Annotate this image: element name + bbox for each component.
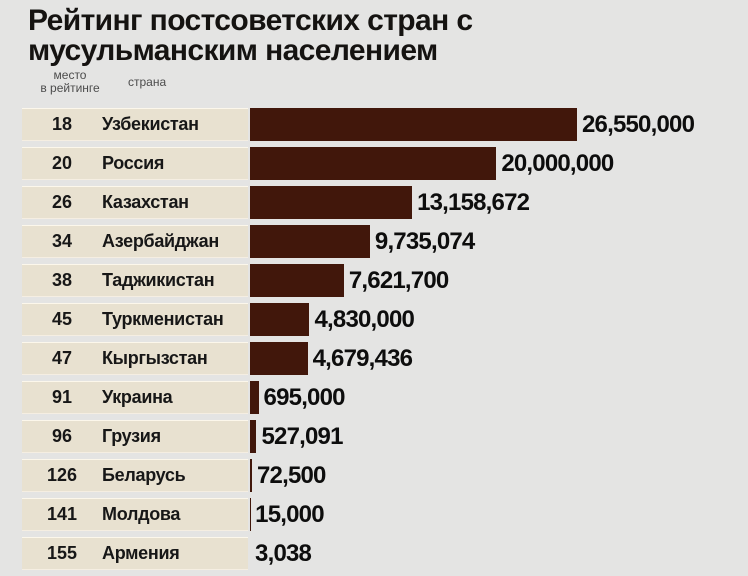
chart-title-line-1: Рейтинг постсоветских стран с: [28, 4, 473, 37]
value-bar: [250, 303, 310, 336]
value-label: 26,550,000: [582, 110, 695, 138]
chart-rows: 18 Узбекистан 26,550,000 20 Россия 20,00…: [22, 108, 748, 576]
rank-cell: 34: [51, 231, 73, 251]
row-label-cell: 45 Туркменистан: [22, 303, 248, 336]
value-bar: [250, 420, 257, 453]
table-row: 155 Армения 3,038: [22, 537, 748, 570]
rank-cell: 155: [46, 543, 78, 563]
table-row: 141 Молдова 15,000: [22, 498, 748, 531]
rank-cell: 45: [51, 309, 73, 329]
row-label-cell: 18 Узбекистан: [22, 108, 248, 141]
chart-title: Рейтинг постсоветских стран с мусульманск…: [28, 4, 473, 67]
country-label: Таджикистан: [102, 270, 215, 290]
table-row: 34 Азербайджан 9,735,074: [22, 225, 748, 258]
rank-cell: 91: [51, 387, 73, 407]
bar-area: 4,679,436: [248, 342, 748, 375]
row-label-cell: 141 Молдова: [22, 498, 248, 531]
country-label: Кыргызстан: [102, 348, 208, 368]
rank-header-line-1: место: [53, 68, 87, 82]
chart-title-line-2: мусульманским населением: [28, 34, 438, 67]
table-row: 20 Россия 20,000,000: [22, 147, 748, 180]
row-label-cell: 96 Грузия: [22, 420, 248, 453]
rank-cell: 18: [51, 114, 73, 134]
value-bar: [250, 342, 308, 375]
value-label: 20,000,000: [501, 149, 614, 177]
bar-area: 20,000,000: [248, 147, 748, 180]
row-label-cell: 20 Россия: [22, 147, 248, 180]
country-label: Россия: [102, 153, 165, 173]
table-row: 91 Украина 695,000: [22, 381, 748, 414]
table-row: 126 Беларусь 72,500: [22, 459, 748, 492]
value-bar: [250, 381, 259, 414]
value-bar: [250, 459, 252, 492]
table-row: 45 Туркменистан 4,830,000: [22, 303, 748, 336]
bar-area: 15,000: [248, 498, 748, 531]
value-label: 695,000: [263, 383, 346, 411]
country-label: Грузия: [102, 426, 161, 446]
country-label: Армения: [102, 543, 180, 563]
table-row: 38 Таджикистан 7,621,700: [22, 264, 748, 297]
rank-cell: 126: [46, 465, 78, 485]
country-label: Туркменистан: [102, 309, 224, 329]
rank-column-header: место в рейтинге: [28, 69, 112, 95]
rank-cell: 141: [46, 504, 78, 524]
country-label: Азербайджан: [102, 231, 219, 251]
value-label: 15,000: [255, 500, 324, 528]
bar-area: 26,550,000: [248, 108, 748, 141]
bar-area: 527,091: [248, 420, 748, 453]
bar-area: 3,038: [248, 537, 748, 570]
value-bar: [250, 186, 413, 219]
value-bar: [250, 147, 497, 180]
rank-header-line-2: в рейтинге: [40, 81, 100, 95]
rank-cell: 96: [51, 426, 73, 446]
country-label: Украина: [102, 387, 173, 407]
row-label-cell: 91 Украина: [22, 381, 248, 414]
value-label: 3,038: [255, 539, 312, 567]
value-label: 7,621,700: [348, 266, 449, 294]
table-row: 47 Кыргызстан 4,679,436: [22, 342, 748, 375]
country-label: Узбекистан: [102, 114, 199, 134]
value-label: 9,735,074: [374, 227, 475, 255]
row-label-cell: 126 Беларусь: [22, 459, 248, 492]
table-row: 96 Грузия 527,091: [22, 420, 748, 453]
rank-cell: 20: [51, 153, 73, 173]
table-row: 26 Казахстан 13,158,672: [22, 186, 748, 219]
bar-area: 13,158,672: [248, 186, 748, 219]
value-bar: [250, 264, 344, 297]
row-label-cell: 155 Армения: [22, 537, 248, 570]
rank-cell: 38: [51, 270, 73, 290]
value-label: 4,830,000: [314, 305, 415, 333]
rank-cell: 47: [51, 348, 73, 368]
value-label: 527,091: [261, 422, 343, 450]
row-label-cell: 26 Казахстан: [22, 186, 248, 219]
value-bar: [250, 108, 577, 141]
table-row: 18 Узбекистан 26,550,000: [22, 108, 748, 141]
value-label: 72,500: [257, 461, 326, 489]
country-label: Казахстан: [102, 192, 189, 212]
row-label-cell: 38 Таджикистан: [22, 264, 248, 297]
bar-area: 72,500: [248, 459, 748, 492]
bar-area: 7,621,700: [248, 264, 748, 297]
bar-area: 695,000: [248, 381, 748, 414]
row-label-cell: 47 Кыргызстан: [22, 342, 248, 375]
bar-area: 4,830,000: [248, 303, 748, 336]
country-column-header: страна: [128, 75, 167, 89]
rank-cell: 26: [51, 192, 73, 212]
value-label: 13,158,672: [417, 188, 530, 216]
value-bar: [250, 225, 370, 258]
country-label: Беларусь: [102, 465, 186, 485]
value-label: 4,679,436: [312, 344, 413, 372]
country-label: Молдова: [102, 504, 181, 524]
row-label-cell: 34 Азербайджан: [22, 225, 248, 258]
bar-area: 9,735,074: [248, 225, 748, 258]
